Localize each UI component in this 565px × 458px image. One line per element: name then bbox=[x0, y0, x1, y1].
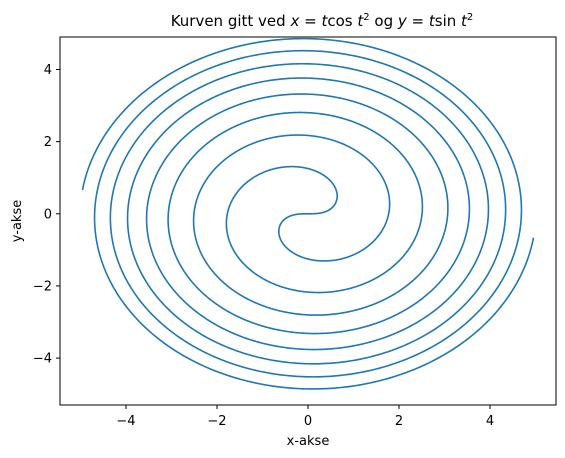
y-tick-label: 4 bbox=[44, 63, 52, 78]
title-prefix: Kurven gitt ved bbox=[171, 12, 291, 30]
chart-title: Kurven gitt ved x = tcos t2 og y = tsin … bbox=[171, 12, 474, 30]
title-sin: sin bbox=[435, 12, 457, 30]
y-axis-label: y-akse bbox=[10, 200, 25, 242]
title-t2: t bbox=[353, 12, 365, 30]
y-tick-label: −2 bbox=[33, 279, 52, 294]
title-eq2: = bbox=[407, 12, 429, 30]
x-tick-label: 4 bbox=[486, 414, 494, 429]
title-cos: cos bbox=[327, 12, 352, 30]
y-tick-label: −4 bbox=[33, 352, 52, 367]
x-tick-label: 0 bbox=[304, 414, 312, 429]
title-x-var: x bbox=[289, 12, 299, 30]
x-tick-label: −4 bbox=[116, 414, 135, 429]
x-tick-label: 2 bbox=[395, 414, 403, 429]
title-t4: t bbox=[456, 12, 468, 30]
series-group bbox=[81, 37, 535, 390]
title-t1: t bbox=[321, 12, 328, 30]
y-tick-label: 0 bbox=[44, 207, 52, 222]
x-ticks: −4 −2 0 2 4 bbox=[116, 405, 494, 429]
series-line bbox=[81, 37, 535, 390]
y-tick-label: 2 bbox=[44, 135, 52, 150]
title-sup2: 2 bbox=[467, 12, 473, 23]
y-ticks: −4 −2 0 2 4 bbox=[33, 63, 60, 367]
title-sup1: 2 bbox=[363, 12, 369, 23]
x-tick-label: −2 bbox=[207, 414, 226, 429]
x-axis-label: x-akse bbox=[287, 434, 330, 449]
title-eq1: = bbox=[299, 12, 321, 30]
title-og: og bbox=[370, 12, 398, 30]
title-y-var: y bbox=[397, 12, 408, 30]
title-t3: t bbox=[429, 12, 436, 30]
